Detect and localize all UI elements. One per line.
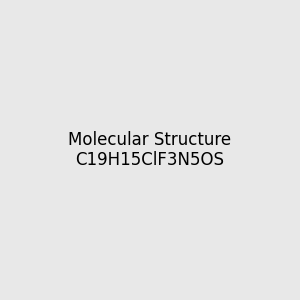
Text: Molecular Structure
C19H15ClF3N5OS: Molecular Structure C19H15ClF3N5OS <box>68 130 232 170</box>
